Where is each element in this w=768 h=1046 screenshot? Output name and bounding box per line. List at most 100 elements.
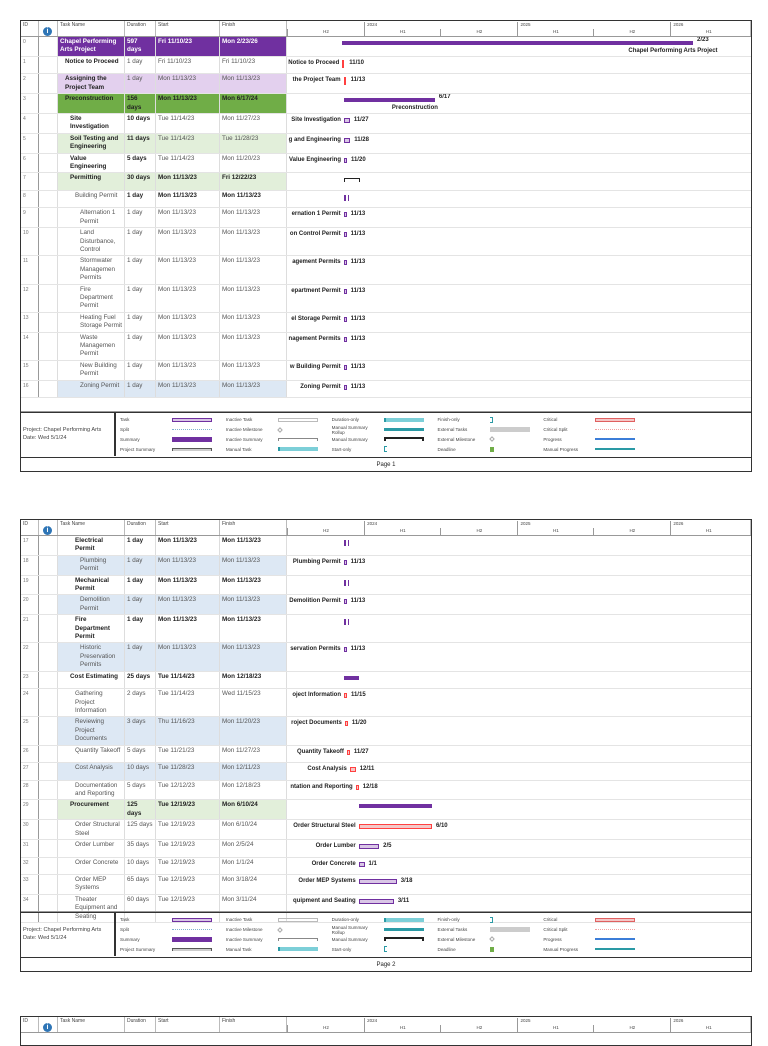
task-name[interactable]: Order Lumber — [58, 840, 125, 857]
task-row[interactable]: 9 Alternation 1 Permit 1 day Mon 11/13/23 Mo… — [21, 208, 751, 229]
task-row[interactable]: 6 Value Engineering 5 days Tue 11/14/23 Mon … — [21, 153, 751, 174]
column-header-task-name[interactable]: Task Name — [58, 520, 125, 535]
task-name[interactable]: Reviewing Project Documents — [58, 717, 125, 745]
task-row[interactable]: 12 Fire Department Permit 1 day Mon 11/13/2… — [21, 284, 751, 313]
task-bar[interactable] — [358, 879, 397, 885]
task-name[interactable]: Waste Managemen Permit — [58, 332, 125, 360]
task-name[interactable]: Quantity Takeoff — [58, 745, 125, 763]
column-header-start[interactable]: Start — [156, 1017, 220, 1032]
task-name[interactable]: Soil Testing and Engineering — [58, 133, 125, 153]
column-header-task-name[interactable]: Task Name — [58, 21, 125, 36]
task-bar[interactable] — [358, 844, 380, 850]
milestone-marker[interactable] — [343, 77, 346, 86]
critical-task-bar[interactable] — [344, 721, 348, 727]
task-name[interactable]: Historic Preservation Permits — [58, 643, 125, 671]
task-name[interactable]: Site Investigation — [58, 113, 125, 133]
task-name[interactable]: Order Concrete — [58, 857, 125, 875]
task-name[interactable]: Assigning the Project Team — [58, 74, 125, 94]
rollup-marker[interactable] — [343, 579, 349, 586]
task-row[interactable]: 29 Procurement 125 days Tue 12/19/23 Mon 6/1… — [21, 800, 751, 821]
task-bar[interactable] — [358, 861, 365, 867]
column-header-indicators[interactable]: i — [39, 1017, 58, 1032]
task-bar[interactable] — [343, 137, 351, 143]
task-name[interactable]: Alternation 1 Permit — [58, 208, 125, 228]
column-header-finish[interactable]: Finish — [220, 21, 287, 36]
column-header-duration[interactable]: Duration — [125, 21, 156, 36]
task-row[interactable]: 0 Chapel Performing Arts Project 597 days F… — [21, 37, 751, 57]
task-bar[interactable] — [343, 260, 347, 266]
task-row[interactable]: 26 Quantity Takeoff 5 days Tue 11/21/23 Mon … — [21, 745, 751, 764]
column-header-start[interactable]: Start — [156, 21, 220, 36]
column-header-finish[interactable]: Finish — [220, 520, 287, 535]
task-name[interactable]: New Building Permit — [58, 360, 125, 380]
task-row[interactable]: 31 Order Lumber 35 days Tue 12/19/23 Mon 2/5… — [21, 840, 751, 858]
summary-bar[interactable] — [358, 804, 432, 809]
task-bar[interactable] — [343, 599, 347, 605]
task-name[interactable]: Fire Department Permit — [58, 284, 125, 312]
rollup-marker[interactable] — [343, 540, 349, 546]
task-name[interactable]: Land Disturbance, Control — [58, 228, 125, 256]
task-row[interactable]: 25 Reviewing Project Documents 3 days Thu 1… — [21, 717, 751, 746]
summary-bar[interactable] — [342, 41, 693, 45]
task-bar[interactable] — [343, 559, 347, 565]
task-name[interactable]: Stormwater Managemen Permits — [58, 256, 125, 284]
task-row[interactable]: 19 Mechanical Permit 1 day Mon 11/13/23 Mon … — [21, 575, 751, 596]
task-bar[interactable] — [343, 336, 347, 342]
task-name[interactable]: Notice to Proceed — [58, 56, 125, 74]
task-name[interactable]: Plumbing Permit — [58, 555, 125, 575]
task-name[interactable]: Preconstruction — [58, 94, 125, 113]
column-header-indicators[interactable]: i — [39, 520, 58, 535]
column-header-finish[interactable]: Finish — [220, 1017, 287, 1032]
task-name[interactable]: Demolition Permit — [58, 595, 125, 615]
task-row[interactable]: 15 New Building Permit 1 day Mon 11/13/23 Mo… — [21, 360, 751, 381]
task-row[interactable]: 30 Order Structural Steel 125 days Tue 12/1… — [21, 820, 751, 841]
task-row[interactable]: 33 Order MEP Systems 65 days Tue 12/19/23 Mo… — [21, 875, 751, 895]
task-row[interactable]: 1 Notice to Proceed 1 day Fri 11/10/23 Fri 1… — [21, 56, 751, 75]
column-header-duration[interactable]: Duration — [125, 1017, 156, 1032]
task-row[interactable]: 22 Historic Preservation Permits 1 day Mon … — [21, 643, 751, 672]
task-row[interactable]: 10 Land Disturbance, Control 1 day Mon 11/1… — [21, 228, 751, 257]
summary-bar[interactable] — [343, 98, 435, 103]
task-row[interactable]: 17 Electrical Permit 1 day Mon 11/13/23 Mon … — [21, 536, 751, 556]
task-row[interactable]: 21 Fire Department Permit 1 day Mon 11/13/2… — [21, 615, 751, 644]
task-row[interactable]: 14 Waste Managemen Permit 1 day Mon 11/13/2… — [21, 332, 751, 361]
column-header-indicators[interactable]: i — [39, 21, 58, 36]
rollup-marker[interactable] — [343, 194, 349, 201]
task-row[interactable]: 27 Cost Analysis 10 days Tue 11/28/23 Mon 12… — [21, 763, 751, 781]
task-row[interactable]: 28 Documentation and Reporting 5 days Tue 1… — [21, 780, 751, 801]
task-row[interactable]: 20 Demolition Permit 1 day Mon 11/13/23 Mon … — [21, 595, 751, 616]
column-header-id[interactable]: ID — [21, 520, 39, 535]
task-row[interactable]: 34 Theater Equipment and Seating 60 days Tu… — [21, 894, 751, 924]
task-bar[interactable] — [343, 288, 347, 294]
column-header-task-name[interactable]: Task Name — [58, 1017, 125, 1032]
task-name[interactable]: Zoning Permit — [58, 380, 125, 398]
critical-task-bar[interactable] — [355, 784, 359, 790]
column-header-start[interactable]: Start — [156, 520, 220, 535]
task-row[interactable]: 16 Zoning Permit 1 day Mon 11/13/23 Mon 11/1… — [21, 380, 751, 399]
column-header-duration[interactable]: Duration — [125, 520, 156, 535]
task-row[interactable]: 32 Order Concrete 10 days Tue 12/19/23 Mon 1… — [21, 857, 751, 876]
task-name[interactable]: Cost Estimating — [58, 671, 125, 689]
task-name[interactable]: Mechanical Permit — [58, 575, 125, 595]
task-row[interactable]: 8 Building Permit 1 day Mon 11/13/23 Mon 11/… — [21, 190, 751, 209]
task-bar[interactable] — [343, 384, 347, 390]
summary-bar[interactable] — [343, 675, 359, 680]
task-name[interactable]: Documentation and Reporting — [58, 780, 125, 800]
task-bar[interactable] — [358, 898, 394, 904]
task-name[interactable]: Chapel Performing Arts Project — [58, 37, 125, 56]
task-bar[interactable] — [343, 316, 347, 322]
task-bar[interactable] — [343, 232, 347, 238]
task-row[interactable]: 2 Assigning the Project Team 1 day Mon 11/1… — [21, 74, 751, 95]
task-name[interactable]: Theater Equipment and Seating — [58, 894, 125, 923]
task-name[interactable]: Fire Department Permit — [58, 615, 125, 643]
task-row[interactable]: 24 Gathering Project Information 2 days Tue… — [21, 689, 751, 718]
task-row[interactable]: 5 Soil Testing and Engineering 11 days Tue … — [21, 133, 751, 154]
task-bar[interactable] — [343, 157, 347, 163]
task-row[interactable]: 7 Permitting 30 days Mon 11/13/23 Fri 12/22/… — [21, 173, 751, 191]
critical-task-bar[interactable] — [343, 693, 347, 699]
task-name[interactable]: Order Structural Steel — [58, 820, 125, 840]
column-header-id[interactable]: ID — [21, 1017, 39, 1032]
task-row[interactable]: 18 Plumbing Permit 1 day Mon 11/13/23 Mon 11… — [21, 555, 751, 576]
task-row[interactable]: 4 Site Investigation 10 days Tue 11/14/23 Mo… — [21, 113, 751, 134]
task-bar[interactable] — [343, 117, 350, 123]
